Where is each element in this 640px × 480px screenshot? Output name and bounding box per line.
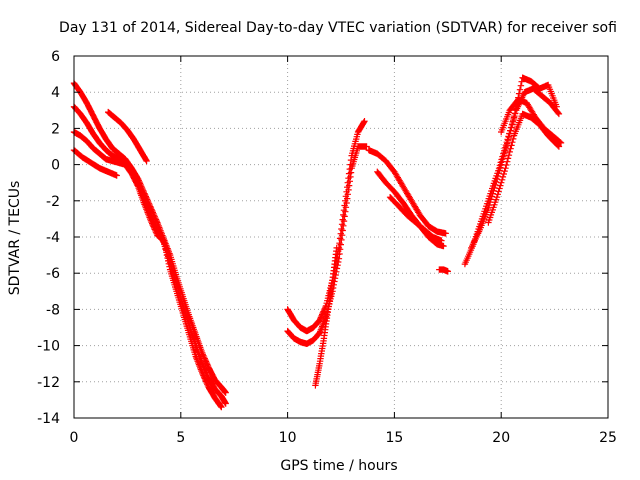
y-tick-label: -6	[46, 266, 60, 282]
y-tick-label: -14	[37, 411, 60, 427]
series-arc-k	[386, 194, 445, 244]
data-point-markers	[498, 96, 565, 147]
x-tick-label: 5	[176, 430, 185, 446]
data-point-markers	[468, 74, 560, 252]
data-marks	[70, 74, 565, 411]
chart-title: Day 131 of 2014, Sidereal Day-to-day VTE…	[59, 20, 617, 36]
y-tick-label: 4	[51, 85, 60, 101]
data-point-markers	[386, 194, 445, 244]
data-point-markers	[365, 146, 449, 237]
data-point-markers	[70, 128, 225, 411]
x-axis-label: GPS time / hours	[280, 458, 397, 474]
y-tick-label: -8	[46, 302, 60, 318]
y-tick-label: 0	[51, 158, 60, 174]
y-tick-label: -12	[37, 375, 60, 391]
series-arc-l	[436, 266, 451, 275]
y-tick-label: -2	[46, 194, 60, 210]
data-point-markers	[105, 108, 150, 165]
series-arc-c	[70, 128, 225, 411]
series-arc-p	[498, 96, 565, 147]
y-tick-label: 6	[51, 49, 60, 65]
axis-ticks: 0 5 10 15 20 25 -14 -12 -10 -8 -6 -4 -2 0 2 4 6	[37, 49, 617, 446]
y-axis-label: SDTVAR / TECUs	[7, 181, 23, 296]
series-arc-h	[312, 244, 340, 389]
series-arc-e	[105, 108, 150, 165]
x-tick-label: 20	[492, 430, 510, 446]
data-point-markers	[312, 244, 340, 389]
y-tick-label: -10	[37, 339, 60, 355]
data-point-markers	[436, 266, 451, 275]
x-tick-label: 0	[70, 430, 79, 446]
y-tick-label: -4	[46, 230, 60, 246]
x-tick-label: 15	[385, 430, 403, 446]
data-point-markers	[70, 79, 229, 396]
x-tick-label: 25	[599, 430, 617, 446]
series-arc-a	[70, 79, 229, 396]
series-arc-n	[468, 74, 560, 252]
series-arc-i	[365, 146, 449, 237]
y-tick-label: 2	[51, 121, 60, 137]
x-tick-label: 10	[279, 430, 297, 446]
